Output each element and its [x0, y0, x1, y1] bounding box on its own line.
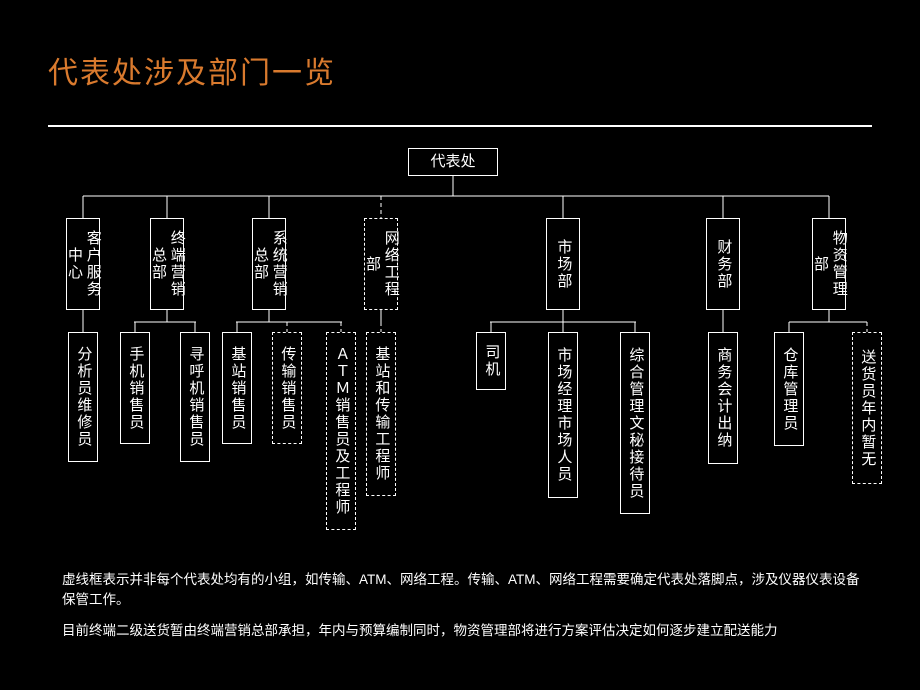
leaf-node: 手机销售员: [120, 332, 150, 444]
dept-node: 网络工程部: [364, 218, 398, 310]
connector-lines: [0, 0, 920, 560]
leaf-node: 基站和传输工程师: [366, 332, 396, 496]
dept-node: 市场部: [546, 218, 580, 310]
leaf-node: 分析员维修员: [68, 332, 98, 462]
leaf-node: 送货员年内暂无: [852, 332, 882, 484]
dept-node: 系统营销总部: [252, 218, 286, 310]
dept-node: 客户服务中心: [66, 218, 100, 310]
leaf-node: 商务会计出纳: [708, 332, 738, 464]
leaf-node: ＡＴＭ销售员及工程师: [326, 332, 356, 530]
footnote-2: 目前终端二级送货暂由终端营销总部承担，年内与预算编制同时，物资管理部将进行方案评…: [62, 621, 862, 641]
dept-node: 财务部: [706, 218, 740, 310]
leaf-node: 司机: [476, 332, 506, 390]
leaf-node: 传输销售员: [272, 332, 302, 444]
leaf-node: 市场经理市场人员: [548, 332, 578, 498]
leaf-node: 寻呼机销售员: [180, 332, 210, 462]
dept-node: 物资管理部: [812, 218, 846, 310]
root-node: 代表处: [408, 148, 498, 176]
dept-node: 终端营销总部: [150, 218, 184, 310]
leaf-node: 综合管理文秘接待员: [620, 332, 650, 514]
leaf-node: 基站销售员: [222, 332, 252, 444]
leaf-node: 仓库管理员: [774, 332, 804, 446]
footnotes: 虚线框表示并非每个代表处均有的小组，如传输、ATM、网络工程。传输、ATM、网络…: [62, 570, 862, 651]
slide: 代表处涉及部门一览 代表处客户服务中心终端营销总部系统营销总部网络工程部市场部财…: [0, 0, 920, 690]
footnote-1: 虚线框表示并非每个代表处均有的小组，如传输、ATM、网络工程。传输、ATM、网络…: [62, 570, 862, 611]
org-chart: 代表处客户服务中心 终端营销总部 系统营销总部 网络工程部 市场部 财务部 物资管理部分析员…: [0, 0, 920, 560]
